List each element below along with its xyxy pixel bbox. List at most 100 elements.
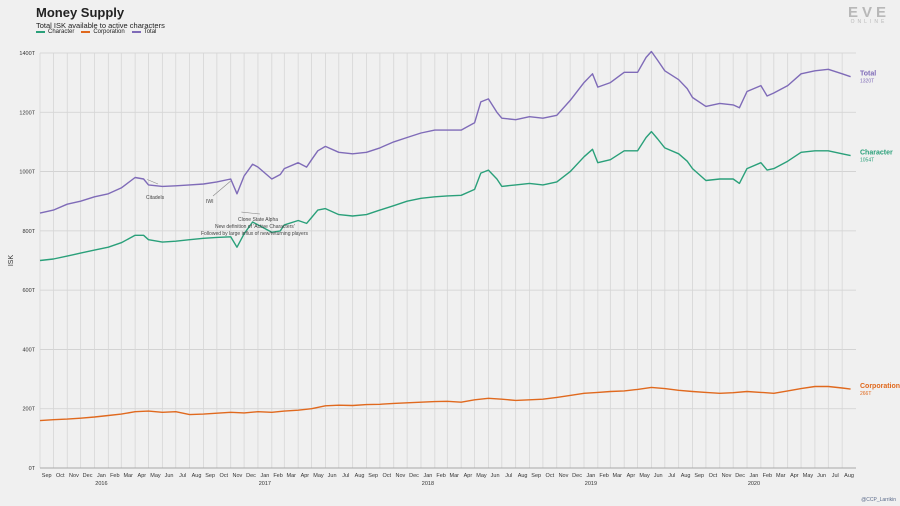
x-tick-label: Nov — [69, 473, 79, 479]
annotation-iwi: IWI — [206, 199, 214, 205]
y-tick-label: 800T — [22, 229, 35, 235]
series-line-corporation — [39, 385, 851, 422]
x-tick-label: Feb — [110, 473, 119, 479]
x-tick-label: Mar — [123, 473, 133, 479]
x-year-label: 2016 — [95, 481, 107, 487]
x-tick-label: Dec — [572, 473, 582, 479]
end-value-total: 1320T — [860, 79, 874, 85]
x-tick-label: Dec — [409, 473, 419, 479]
x-tick-label: Jul — [179, 473, 186, 479]
x-tick-label: Oct — [546, 473, 555, 479]
annotation-active-definition: New definition of 'Active Characters' — [215, 224, 295, 230]
x-tick-label: Aug — [355, 473, 365, 479]
x-year-label: 2020 — [748, 481, 760, 487]
x-year-label: 2017 — [259, 481, 271, 487]
x-tick-label: May — [150, 473, 161, 479]
legend-item-total: Total — [131, 29, 157, 35]
x-tick-label: May — [639, 473, 650, 479]
x-tick-label: Apr — [627, 473, 636, 479]
x-tick-label: Mar — [613, 473, 623, 479]
x-tick-label: Dec — [735, 473, 745, 479]
series-line-total — [39, 50, 851, 214]
end-label-total: Total — [860, 71, 876, 78]
x-tick-label: Oct — [220, 473, 229, 479]
chart-title: Money Supply — [36, 5, 125, 20]
annotation-citadels: Citadels — [146, 195, 165, 201]
x-tick-label: Sep — [694, 473, 704, 479]
x-tick-label: Jul — [505, 473, 512, 479]
x-tick-label: May — [313, 473, 324, 479]
x-tick-label: Dec — [246, 473, 256, 479]
x-tick-label: Jun — [328, 473, 337, 479]
x-tick-label: Aug — [681, 473, 691, 479]
x-tick-label: Oct — [383, 473, 392, 479]
annotation-clone-state-alpha: Clone State Alpha — [238, 217, 278, 223]
legend-swatch-corporation — [81, 31, 91, 33]
end-label-character: Character — [860, 150, 893, 157]
y-tick-label: 600T — [22, 288, 35, 294]
y-tick-label: 1200T — [19, 110, 35, 116]
x-tick-label: Jul — [668, 473, 675, 479]
x-year-label: 2019 — [585, 481, 597, 487]
legend-label-total: Total — [143, 29, 157, 35]
x-tick-label: Mar — [286, 473, 296, 479]
end-label-corporation: Corporation — [860, 383, 900, 390]
annotation-player-influx: Followed by large influx of new/returnin… — [201, 231, 308, 237]
x-tick-label: Feb — [273, 473, 282, 479]
x-tick-label: Feb — [599, 473, 608, 479]
logo-subtext: ONLINE — [850, 19, 888, 25]
x-tick-label: May — [476, 473, 487, 479]
x-tick-label: Aug — [192, 473, 202, 479]
annotation-leader-citadels — [147, 179, 159, 185]
x-tick-label: Aug — [844, 473, 854, 479]
x-tick-label: Dec — [83, 473, 93, 479]
author-credit[interactable]: @CCP_Larrikin — [861, 497, 896, 503]
x-tick-label: Jan — [260, 473, 269, 479]
legend-swatch-total — [131, 31, 141, 33]
end-value-character: 1054T — [860, 158, 874, 164]
legend-swatch-character — [36, 31, 45, 33]
y-tick-label: 0T — [29, 466, 36, 472]
x-tick-label: Sep — [205, 473, 215, 479]
series-line-character — [39, 130, 851, 262]
x-tick-label: Apr — [138, 473, 147, 479]
x-year-label: 2018 — [422, 481, 434, 487]
annotation-leader-iwi — [212, 180, 231, 197]
x-tick-label: Sep — [531, 473, 541, 479]
y-tick-label: 400T — [22, 347, 35, 353]
legend-label-corporation: Corporation — [93, 29, 125, 35]
x-tick-label: Apr — [301, 473, 310, 479]
x-tick-label: Nov — [722, 473, 732, 479]
x-tick-label: Sep — [368, 473, 378, 479]
y-tick-label: 1400T — [19, 51, 35, 57]
x-tick-label: Jul — [832, 473, 839, 479]
eve-online-logo: EVE ONLINE — [848, 4, 890, 25]
x-tick-label: Jan — [97, 473, 106, 479]
legend-label-character: Character — [48, 29, 75, 35]
x-tick-label: Feb — [763, 473, 772, 479]
x-tick-label: Feb — [436, 473, 445, 479]
legend-item-character: Character — [36, 29, 74, 35]
x-tick-label: Aug — [518, 473, 528, 479]
x-tick-label: Jun — [491, 473, 500, 479]
x-tick-label: Jan — [586, 473, 595, 479]
chart-subtitle: Total ISK available to active characters — [36, 21, 165, 30]
x-tick-label: Nov — [559, 473, 569, 479]
legend-item-corporation: Corporation — [81, 29, 125, 35]
x-tick-label: Jul — [342, 473, 349, 479]
x-tick-label: Jun — [654, 473, 663, 479]
x-tick-label: Nov — [396, 473, 406, 479]
x-tick-label: Mar — [776, 473, 786, 479]
x-tick-label: May — [803, 473, 814, 479]
x-tick-label: Nov — [233, 473, 243, 479]
annotation-leader-clone-state-alpha — [241, 211, 261, 215]
legend: Character Corporation Total — [36, 29, 156, 35]
x-tick-label: Apr — [790, 473, 799, 479]
x-tick-label: Jan — [750, 473, 759, 479]
x-tick-label: Jun — [817, 473, 826, 479]
x-tick-label: Mar — [450, 473, 460, 479]
x-tick-label: Sep — [42, 473, 52, 479]
x-tick-label: Jan — [423, 473, 432, 479]
logo-wordmark: EVE — [847, 4, 890, 21]
